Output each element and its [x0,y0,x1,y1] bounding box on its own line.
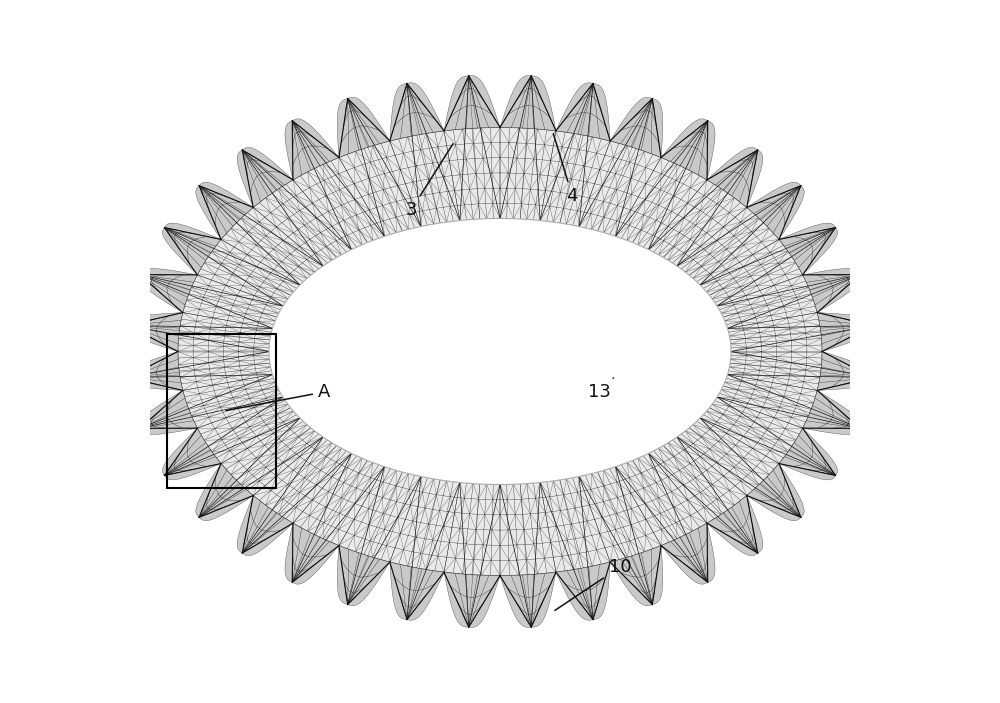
Text: 3: 3 [405,144,453,219]
Polygon shape [197,240,300,306]
Polygon shape [390,83,444,141]
Polygon shape [178,313,272,352]
Polygon shape [649,437,747,523]
Polygon shape [677,418,779,496]
Polygon shape [556,562,610,620]
Polygon shape [253,437,351,523]
Polygon shape [221,418,323,496]
Polygon shape [817,313,873,352]
Polygon shape [237,148,293,207]
Polygon shape [700,397,803,463]
Polygon shape [221,207,323,285]
Polygon shape [616,157,707,250]
Polygon shape [196,182,253,240]
Polygon shape [444,76,500,131]
Polygon shape [127,352,183,390]
Polygon shape [500,572,556,627]
Polygon shape [661,119,715,180]
Polygon shape [779,428,838,480]
Polygon shape [127,313,183,352]
Polygon shape [178,352,272,390]
Polygon shape [196,463,253,521]
Polygon shape [803,390,861,434]
Polygon shape [747,463,804,521]
Polygon shape [293,453,384,546]
Polygon shape [237,496,293,555]
Polygon shape [500,482,556,576]
Polygon shape [337,97,390,157]
Polygon shape [500,127,556,221]
Polygon shape [444,572,500,627]
Polygon shape [339,141,421,236]
Polygon shape [390,562,444,620]
Polygon shape [579,467,661,562]
Polygon shape [183,375,283,428]
Polygon shape [444,482,500,576]
Polygon shape [707,496,763,555]
Polygon shape [197,397,300,463]
Polygon shape [139,269,197,313]
Polygon shape [293,157,384,250]
Polygon shape [649,180,747,266]
Polygon shape [717,375,817,428]
Polygon shape [728,352,822,390]
Polygon shape [162,428,221,480]
Polygon shape [707,148,763,207]
Polygon shape [747,182,804,240]
Polygon shape [803,269,861,313]
Polygon shape [579,141,661,236]
Polygon shape [540,131,610,226]
Polygon shape [540,477,610,572]
Polygon shape [269,219,731,484]
Polygon shape [616,453,707,546]
Polygon shape [717,275,817,328]
Polygon shape [253,180,351,266]
Polygon shape [339,467,421,562]
Polygon shape [728,313,822,352]
Polygon shape [817,352,873,390]
Text: A: A [226,383,330,411]
Polygon shape [183,275,283,328]
Polygon shape [610,97,663,157]
Polygon shape [390,131,460,226]
Polygon shape [390,477,460,572]
Polygon shape [139,390,197,434]
Text: 10: 10 [555,558,631,610]
Polygon shape [337,546,390,606]
Polygon shape [285,523,339,584]
Polygon shape [162,223,221,275]
Text: 13: 13 [588,378,614,401]
Polygon shape [779,223,838,275]
Polygon shape [661,523,715,584]
Text: 4: 4 [553,134,578,205]
Polygon shape [700,240,803,306]
Polygon shape [610,546,663,606]
Polygon shape [556,83,610,141]
Polygon shape [500,76,556,131]
Polygon shape [677,207,779,285]
Polygon shape [285,119,339,180]
Polygon shape [444,127,500,221]
